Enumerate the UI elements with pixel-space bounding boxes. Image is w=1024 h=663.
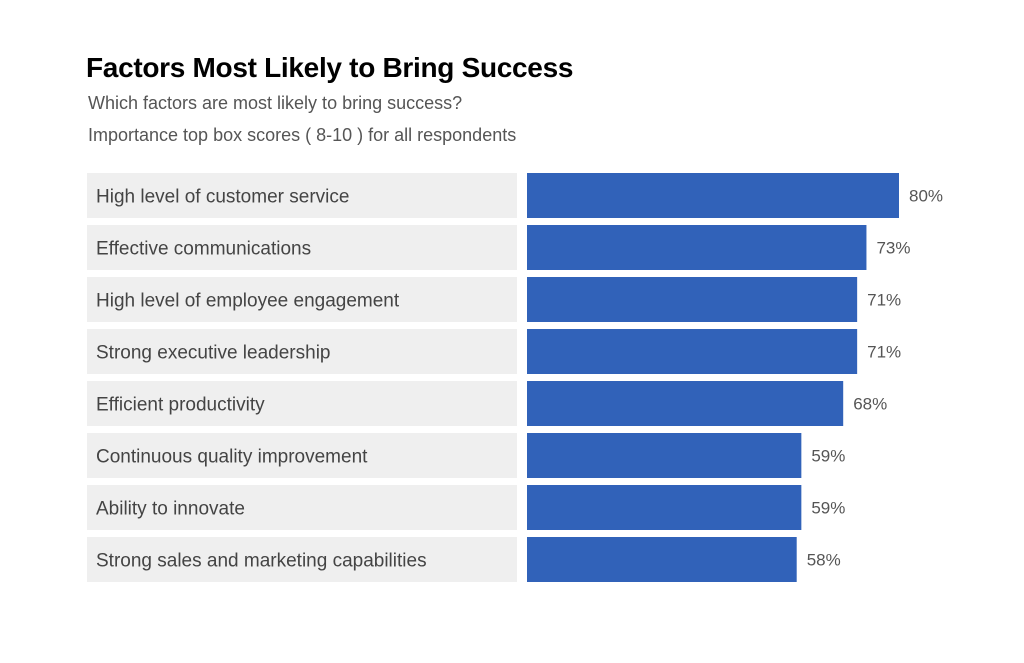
chart-title: Factors Most Likely to Bring Success xyxy=(86,52,574,83)
row-label-background xyxy=(87,225,517,270)
chart-subtitle: Which factors are most likely to bring s… xyxy=(88,93,463,113)
row-label-background xyxy=(87,277,517,322)
value-label: 68% xyxy=(853,395,887,414)
category-label: Continuous quality improvement xyxy=(96,447,368,468)
row-label-background xyxy=(87,485,517,530)
value-label: 71% xyxy=(867,291,901,310)
value-label: 58% xyxy=(807,551,841,570)
bar xyxy=(527,329,858,374)
bar xyxy=(527,537,797,582)
category-label: Strong executive leadership xyxy=(96,343,330,364)
row-label-background xyxy=(87,173,517,218)
bar xyxy=(527,173,899,218)
bar xyxy=(527,277,858,322)
value-label: 73% xyxy=(876,239,910,258)
category-label: Effective communications xyxy=(96,239,311,260)
value-label: 71% xyxy=(867,343,901,362)
category-label: Ability to innovate xyxy=(96,499,245,520)
value-label: 80% xyxy=(909,187,943,206)
category-label: Strong sales and marketing capabilities xyxy=(96,551,427,572)
bar xyxy=(527,485,802,530)
bar xyxy=(527,381,844,426)
chart-subtitle-secondary: Importance top box scores ( 8-10 ) for a… xyxy=(88,125,517,145)
value-label: 59% xyxy=(811,447,845,466)
category-label: High level of customer service xyxy=(96,187,349,208)
value-label: 59% xyxy=(811,499,845,518)
row-label-background xyxy=(87,329,517,374)
bar xyxy=(527,225,867,270)
row-label-background xyxy=(87,433,517,478)
category-label: Efficient productivity xyxy=(96,395,265,416)
row-label-background xyxy=(87,537,517,582)
row-label-background xyxy=(87,381,517,426)
category-label: High level of employee engagement xyxy=(96,291,400,312)
bar xyxy=(527,433,802,478)
